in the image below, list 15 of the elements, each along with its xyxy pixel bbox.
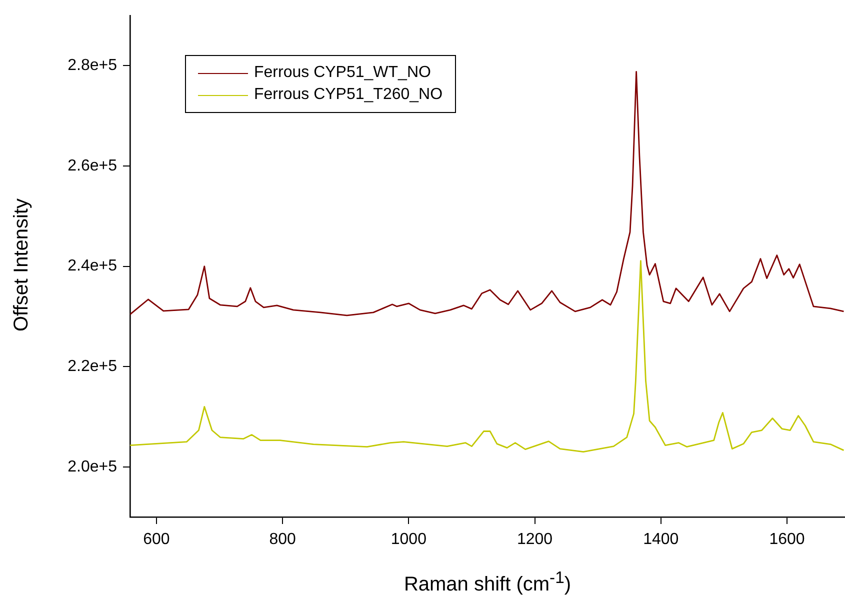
x-tick-label: 1000 <box>390 531 427 548</box>
legend-label: Ferrous CYP51_T260_NO <box>254 85 443 105</box>
x-tick-label: 1400 <box>643 531 679 548</box>
y-tick-label: 2.8e+5 <box>68 57 118 74</box>
y-axis-title: Offset Intensity <box>10 198 34 332</box>
x-tick-label: 1200 <box>516 531 553 548</box>
x-tick-label: 800 <box>269 531 296 548</box>
y-tick-label: 2.6e+5 <box>68 157 118 174</box>
x-tick-label: 1600 <box>769 531 805 548</box>
y-tick-label: 2.0e+5 <box>68 458 118 476</box>
y-tick-label: 2.2e+5 <box>68 358 118 375</box>
legend-label: Ferrous CYP51_WT_NO <box>254 63 431 83</box>
y-tick-label: 2.4e+5 <box>68 258 118 275</box>
x-axis-title: Raman shift (cm$^{-1}$) <box>402 568 572 597</box>
x-tick-label: 600 <box>143 531 170 548</box>
